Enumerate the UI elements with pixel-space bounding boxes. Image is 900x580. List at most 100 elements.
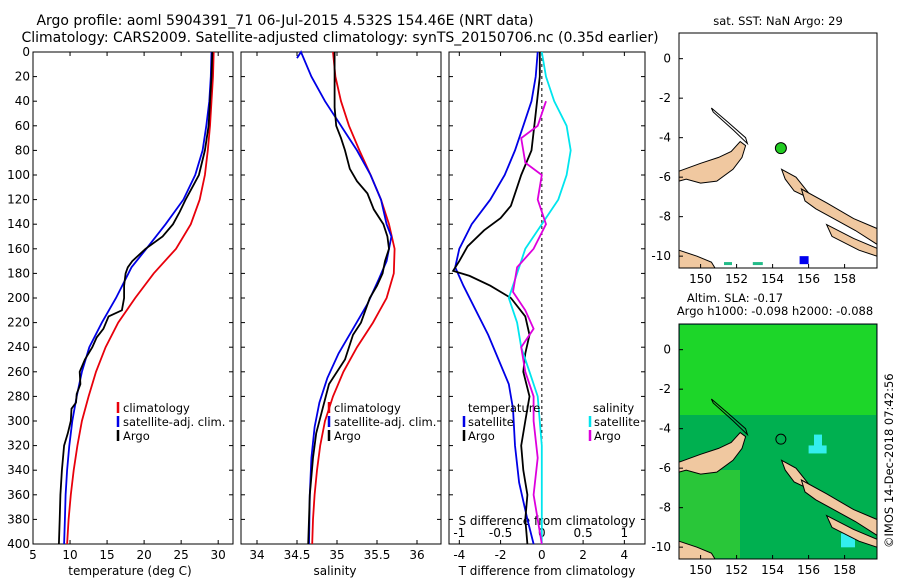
x-tick-label: 158 bbox=[833, 272, 856, 286]
x-tick-label: -4 bbox=[453, 548, 465, 562]
difference-panel-frame bbox=[448, 51, 646, 545]
temperature-series-climatology bbox=[66, 51, 215, 545]
x-tick-label: 0 bbox=[538, 548, 546, 562]
argo-position-marker bbox=[774, 142, 787, 155]
land-polygon bbox=[678, 249, 716, 269]
x-tick-label: 10 bbox=[62, 548, 77, 562]
y-tick-label: 20 bbox=[15, 70, 30, 84]
y-tick-label: 0 bbox=[663, 343, 671, 357]
x-tick-label-salinity: -1 bbox=[453, 526, 465, 540]
x-tick-label-salinity: 1 bbox=[621, 526, 629, 540]
y-tick-label: 40 bbox=[15, 94, 30, 108]
x-tick-label: 5 bbox=[29, 548, 37, 562]
sla-high-region bbox=[680, 325, 876, 415]
legend-label: satellite bbox=[468, 415, 514, 429]
y-tick-label: 240 bbox=[7, 340, 30, 354]
x-tick-label: 152 bbox=[725, 563, 748, 577]
y-tick-label: -8 bbox=[659, 210, 671, 224]
difference-panel: -4 -2 0 2 4-1 -0.5 0 0.5 1S difference from clim… bbox=[448, 51, 646, 578]
x-tick-label: 35.5 bbox=[364, 548, 391, 562]
y-tick-label: -8 bbox=[659, 501, 671, 515]
sla-map-title-1: Altim. SLA: -0.17 bbox=[687, 291, 783, 305]
y-tick-label: 340 bbox=[7, 463, 30, 477]
legend-header: salinity bbox=[593, 401, 634, 415]
y-tick-label: -6 bbox=[659, 170, 671, 184]
sla-high-region bbox=[680, 470, 740, 558]
title-line-1: Argo profile: aoml 5904391_71 06-Jul-201… bbox=[36, 13, 533, 29]
x-tick-label: 150 bbox=[689, 272, 712, 286]
y-tick-label: 0 bbox=[22, 45, 30, 59]
y-tick-label: 160 bbox=[7, 242, 30, 256]
temperature-series-satellite bbox=[63, 51, 213, 545]
x-tick-label: 152 bbox=[725, 272, 748, 286]
x-tick-label: 158 bbox=[833, 563, 856, 577]
y-tick-label: 380 bbox=[7, 512, 30, 526]
sst-data-patch bbox=[752, 262, 763, 266]
legend-label: satellite bbox=[594, 415, 640, 429]
y-tick-label: -10 bbox=[651, 540, 671, 554]
legend-header: temperature bbox=[468, 401, 540, 415]
sla-cyan-patch bbox=[814, 434, 822, 453]
x-axis-label: salinity bbox=[313, 564, 356, 578]
salinity-series-climatology bbox=[311, 51, 396, 545]
credit-text: ©IMOS 14-Dec-2018 07:42:56 bbox=[882, 373, 896, 548]
land-polygon bbox=[825, 514, 878, 548]
y-tick-label: 200 bbox=[7, 291, 30, 305]
difference-series-s_satellite-salinity bbox=[507, 51, 572, 544]
argo-position-marker bbox=[775, 433, 787, 445]
x-tick-label: -2 bbox=[495, 548, 507, 562]
y-tick-label: -2 bbox=[659, 382, 671, 396]
legend-label: Argo bbox=[123, 429, 150, 443]
land-polygon bbox=[825, 223, 878, 257]
x-tick-label: 154 bbox=[761, 272, 784, 286]
salinity-panel-frame bbox=[240, 51, 442, 545]
x-tick-label: 25 bbox=[174, 548, 189, 562]
sla-cyan-patch bbox=[808, 445, 827, 454]
x-tick-label: 2 bbox=[579, 548, 587, 562]
temperature-series-argo bbox=[58, 51, 214, 545]
sst-data-patch bbox=[724, 262, 732, 266]
y-tick-label: 180 bbox=[7, 266, 30, 280]
salinity-series-satellite bbox=[296, 50, 393, 545]
sla-map-title-2: Argo h1000: -0.098 h2000: -0.088 bbox=[677, 304, 873, 318]
y-tick-label: -2 bbox=[659, 91, 671, 105]
x-tick-label-salinity: 0.5 bbox=[574, 526, 593, 540]
sst-data-patch bbox=[799, 256, 809, 265]
y-tick-label: 220 bbox=[7, 316, 30, 330]
land-polygon bbox=[678, 431, 747, 475]
x-axis-label-top: S difference from climatology bbox=[459, 514, 636, 528]
y-tick-label: 360 bbox=[7, 488, 30, 502]
y-tick-label: 280 bbox=[7, 389, 30, 403]
difference-series-satellite-temperature bbox=[454, 51, 539, 545]
title-line-2: Climatology: CARS2009. Satellite-adjuste… bbox=[21, 30, 658, 46]
x-tick-label: 4 bbox=[621, 548, 629, 562]
y-tick-label: -4 bbox=[659, 422, 671, 436]
x-tick-label: 20 bbox=[136, 548, 151, 562]
island-outline bbox=[710, 398, 749, 437]
x-tick-label: 154 bbox=[761, 563, 784, 577]
temperature-panel: 0 20 40 60 80 100 120 140 160 180 200 220 240 260 280 3… bbox=[7, 45, 234, 578]
legend-label: Argo bbox=[468, 429, 495, 443]
x-tick-label: 36 bbox=[409, 548, 424, 562]
legend-label: satellite-adj. clim. bbox=[334, 415, 436, 429]
y-tick-label: 120 bbox=[7, 193, 30, 207]
y-tick-label: 300 bbox=[7, 414, 30, 428]
difference-series-s_argo-salinity bbox=[512, 100, 547, 545]
x-tick-label: 15 bbox=[99, 548, 114, 562]
y-tick-label: 60 bbox=[15, 119, 30, 133]
y-tick-label: 100 bbox=[7, 168, 30, 182]
sst-map-title: sat. SST: NaN Argo: 29 bbox=[713, 14, 843, 28]
difference-series-argo-temperature bbox=[451, 52, 541, 545]
x-tick-label: 156 bbox=[797, 563, 820, 577]
temperature-panel-frame bbox=[32, 51, 234, 545]
legend-label: Argo bbox=[334, 429, 361, 443]
y-tick-label: -6 bbox=[659, 461, 671, 475]
land-polygon bbox=[678, 140, 747, 184]
x-tick-label: 34.5 bbox=[284, 548, 311, 562]
y-tick-label: 260 bbox=[7, 365, 30, 379]
y-tick-label: -4 bbox=[659, 131, 671, 145]
y-tick-label: 0 bbox=[663, 52, 671, 66]
x-tick-label: 30 bbox=[211, 548, 226, 562]
